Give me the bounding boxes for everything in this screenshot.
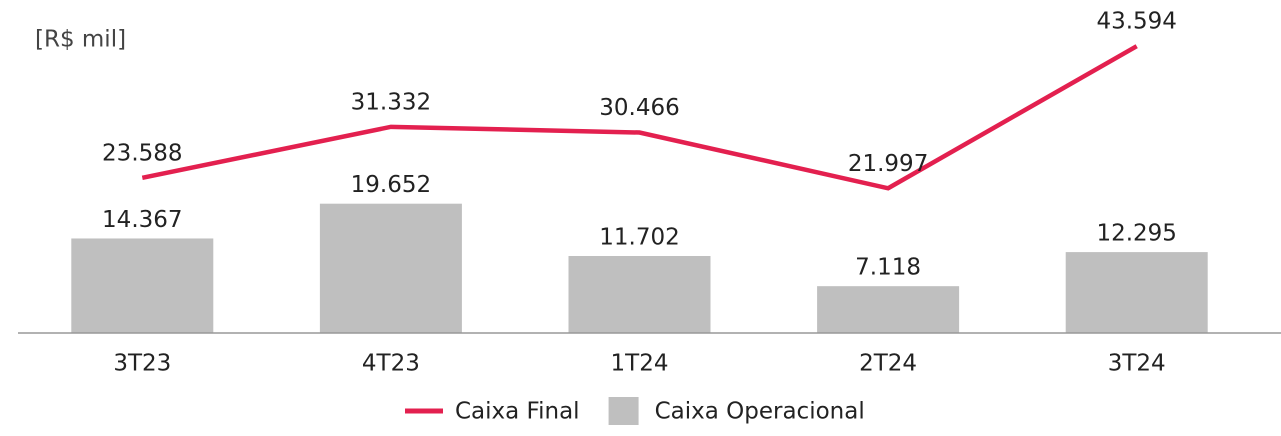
data-label: 21.997 xyxy=(848,151,928,177)
legend-label: Caixa Operacional xyxy=(655,399,865,425)
line xyxy=(141,44,1138,191)
x-tick-label: 1T24 xyxy=(611,351,669,377)
x-tick-label: 4T23 xyxy=(362,351,420,377)
legend-swatch xyxy=(608,397,639,425)
data-label: 23.588 xyxy=(102,140,182,166)
data-label: 30.466 xyxy=(599,95,679,121)
x-tick-label: 2T24 xyxy=(859,351,917,377)
data-label: 19.652 xyxy=(351,172,431,198)
x-tick-label: 3T23 xyxy=(113,351,171,377)
bar xyxy=(71,238,214,333)
legend: Caixa Final Caixa Operacional xyxy=(405,397,865,425)
data-label: 7.118 xyxy=(855,255,921,281)
legend-label: Caixa Final xyxy=(455,399,580,425)
bar xyxy=(817,286,960,333)
x-tick-label: 3T24 xyxy=(1108,351,1166,377)
data-label: 31.332 xyxy=(351,89,431,115)
bar xyxy=(568,256,711,333)
data-label: 43.594 xyxy=(1096,9,1176,35)
data-label: 12.295 xyxy=(1096,221,1176,247)
data-label: 11.702 xyxy=(599,225,679,251)
chart-title: [R$ mil] xyxy=(35,27,126,53)
bar xyxy=(319,203,462,333)
bar xyxy=(1065,252,1208,333)
data-label: 14.367 xyxy=(102,207,182,233)
